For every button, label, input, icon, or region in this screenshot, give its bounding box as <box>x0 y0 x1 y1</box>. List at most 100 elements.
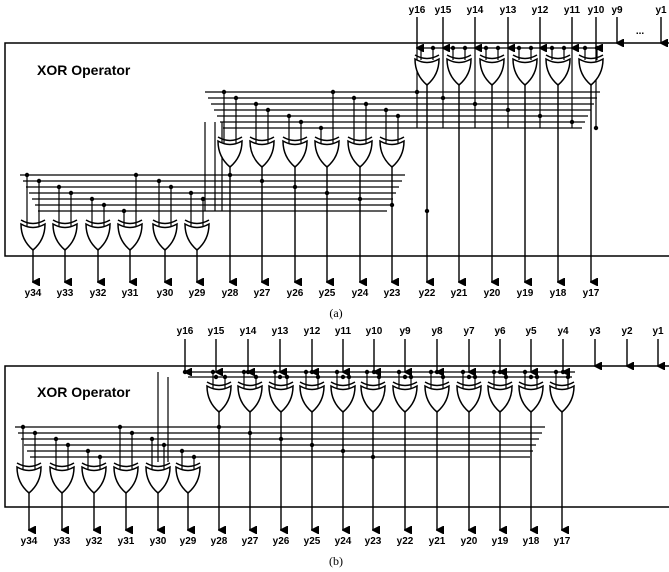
xor-gate-back <box>50 463 74 467</box>
xor-gate <box>348 141 372 167</box>
input-label: y1 <box>652 326 664 337</box>
xor-gate-back <box>86 220 110 224</box>
xor-gate-back <box>348 137 372 141</box>
junction <box>347 375 351 379</box>
output-label: y24 <box>335 536 352 547</box>
output-label: y17 <box>583 288 600 299</box>
xor-gate-back <box>82 463 106 467</box>
junction <box>54 437 58 441</box>
xor-gate-back <box>393 382 417 386</box>
junction <box>222 90 226 94</box>
input-label: y13 <box>500 5 517 16</box>
output-label: y32 <box>90 288 107 299</box>
output-label: y21 <box>451 288 468 299</box>
xor-gate-back <box>513 55 537 59</box>
xor-gate <box>118 224 142 250</box>
output-label: y20 <box>461 536 478 547</box>
junction <box>189 191 193 195</box>
junction <box>498 370 502 374</box>
junction <box>372 370 376 374</box>
junction <box>162 443 166 447</box>
xor-gate <box>207 386 231 412</box>
input-label: y13 <box>272 326 289 337</box>
junction <box>134 173 138 177</box>
junction <box>484 46 488 50</box>
input-label: y4 <box>557 326 569 337</box>
xor-gate <box>393 386 417 412</box>
junction <box>473 375 477 379</box>
xor-gate-back <box>114 463 138 467</box>
junction <box>396 114 400 118</box>
junction <box>583 46 587 50</box>
input-label: y8 <box>431 326 443 337</box>
junction <box>504 375 508 379</box>
xor-gate <box>380 141 404 167</box>
output-label: y34 <box>21 536 38 547</box>
junction <box>118 425 122 429</box>
input-label: y9 <box>399 326 411 337</box>
output-label: y29 <box>180 536 197 547</box>
xor-gate-back <box>550 382 574 386</box>
junction <box>377 375 381 379</box>
output-label: y33 <box>54 536 71 547</box>
junction <box>535 375 539 379</box>
xor-gate <box>153 224 177 250</box>
junction <box>492 370 496 374</box>
junction <box>33 431 37 435</box>
junction <box>287 114 291 118</box>
input-label: y14 <box>467 5 484 16</box>
input-label: y14 <box>240 326 257 337</box>
junction <box>254 375 258 379</box>
xor-gate-back <box>283 137 307 141</box>
input-label: y9 <box>611 5 623 16</box>
junction <box>254 102 258 106</box>
junction <box>566 375 570 379</box>
output-label: y27 <box>242 536 259 547</box>
junction <box>273 370 277 374</box>
junction <box>130 431 134 435</box>
xor-gate-back <box>331 382 355 386</box>
xor-gate-back <box>315 137 339 141</box>
xor-gate-back <box>153 220 177 224</box>
junction <box>316 375 320 379</box>
input-label: y10 <box>366 326 383 337</box>
output-label: y30 <box>150 536 167 547</box>
xor-gate <box>519 386 543 412</box>
junction <box>169 185 173 189</box>
junction <box>529 375 533 379</box>
block-title: XOR Operator <box>37 62 131 78</box>
xor-gate <box>238 386 262 412</box>
input-label: y7 <box>463 326 475 337</box>
junction <box>211 370 215 374</box>
xor-gate <box>488 386 512 412</box>
input-label: y12 <box>532 5 549 16</box>
input-label: y11 <box>564 5 581 16</box>
junction <box>150 437 154 441</box>
output-label: y26 <box>287 288 304 299</box>
output-label: y18 <box>550 288 567 299</box>
block-title: XOR Operator <box>37 384 131 400</box>
output-label: y29 <box>189 288 206 299</box>
xor-gate-back <box>300 382 324 386</box>
xor-gate-back <box>238 382 262 386</box>
output-label: y31 <box>122 288 139 299</box>
input-label: y15 <box>208 326 225 337</box>
junction <box>122 209 126 213</box>
junction <box>352 96 356 100</box>
junction <box>496 46 500 50</box>
input-label: y5 <box>525 326 537 337</box>
caption: (b) <box>329 554 343 568</box>
junction <box>550 46 554 50</box>
xor-gate <box>361 386 385 412</box>
junction <box>463 46 467 50</box>
output-label: y19 <box>517 288 534 299</box>
junction <box>246 370 250 374</box>
xor-gate <box>415 59 439 85</box>
output-label: y24 <box>352 288 369 299</box>
xor-gate <box>579 59 603 85</box>
junction <box>285 375 289 379</box>
junction <box>467 375 471 379</box>
junction <box>223 375 227 379</box>
output-label: y34 <box>25 288 42 299</box>
output-label: y32 <box>86 536 103 547</box>
